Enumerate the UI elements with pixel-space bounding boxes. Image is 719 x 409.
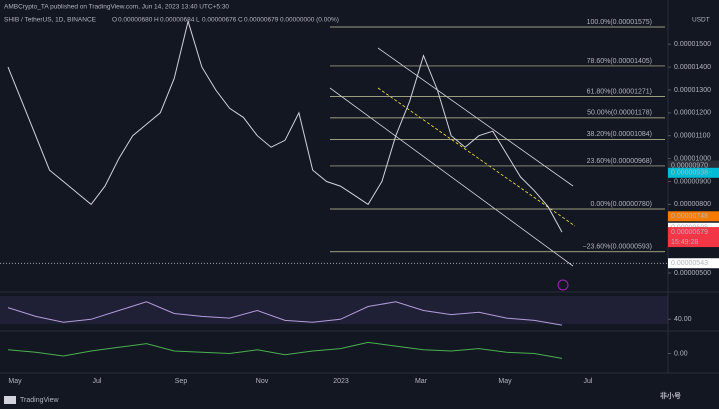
x-tick-label: Jul [93,378,102,385]
y-tick-label: 0.00000900 [674,178,711,185]
price-tag-time: 15:49:28 [671,239,698,246]
fib-label: 38.20%(0.00001084) [587,131,652,138]
y-tick-label: 0.00001100 [674,133,711,140]
fib-label: 50.00%(0.00001178) [587,110,652,117]
fib-label: 78.60%(0.00001405) [587,58,652,65]
footer-brand: TradingView [20,397,59,404]
price-tag-label: 0.00000748 [671,213,708,220]
y-tick-label: 0.00001300 [674,87,711,94]
y-tick-label: 0.00 [674,350,688,357]
channel-midline [377,87,576,227]
ohlc-key: L [196,17,200,24]
y-tick-label: 0.00000500 [674,270,711,277]
price-tag [668,160,719,171]
rsi-band [0,296,668,324]
series-line [7,341,563,359]
currency: USDT [692,17,710,24]
event-icon[interactable] [557,279,569,291]
y-tick-label: 0.00001000 [674,155,711,162]
channel-line [377,47,574,187]
price-tag-label: 0.00000543 [671,260,708,267]
price-tag-label: 0.00000938 [671,170,708,177]
y-tick-label: 0.00000800 [674,201,711,208]
watermark: 非小号 [660,391,681,400]
ohlc-value: 0.00000684 [160,17,195,24]
fib-label: 0.00%(0.00000780) [591,201,653,208]
change: 0.00000000 (0.00%) [280,17,339,24]
ohlc-value: 0.00000676 [202,17,237,24]
fib-label: −23.60%(0.00000593) [583,244,652,251]
series-line [7,19,563,233]
symbol: SHIB / TetherUS, 1D, BINANCE [4,17,97,24]
y-tick-label: 0.00001200 [674,110,711,117]
author-line: AMBCrypto_TA published on TradingView.co… [4,4,229,11]
price-tag [668,211,719,222]
x-tick-label: Sep [175,378,188,385]
ohlc-key: O [112,17,117,24]
ohlc-value: 0.00000680 [118,17,153,24]
ohlc-value: 0.00000679 [244,17,279,24]
fib-label: 61.80%(0.00001271) [587,88,652,95]
x-tick-label: Mar [415,378,428,385]
x-tick-label: 2023 [333,378,349,385]
x-tick-label: Jul [584,378,593,385]
x-tick-label: May [8,378,22,385]
y-tick-label: 0.00001500 [674,41,711,48]
price-tag-label: 0.00000679 [671,229,708,236]
fib-label: 100.0%(0.00001575) [587,19,652,26]
x-tick-label: Nov [256,378,269,385]
brand-logo [4,396,16,404]
ohlc-key: H [154,17,159,24]
y-tick-label: 40.00 [674,316,692,323]
price-tag [668,167,719,178]
price-tag-label: 0.00000970 [671,162,708,169]
x-tick-label: May [498,378,512,385]
series-line [7,301,563,326]
ohlc-key: C [238,17,243,24]
y-tick-label: 0.00001400 [674,64,711,71]
price-tag [668,227,719,248]
price-tag [668,258,719,269]
fib-label: 23.60%(0.00000968) [587,158,652,165]
